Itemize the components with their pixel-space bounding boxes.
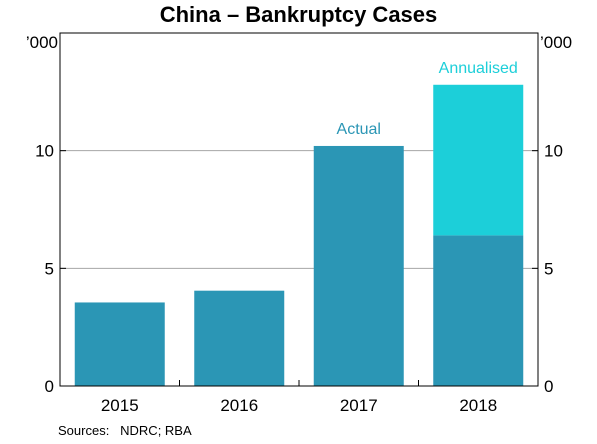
y-unit-left: ’000 — [26, 33, 58, 52]
y-tick-label-right: 5 — [544, 259, 553, 278]
y-tick-label-left: 5 — [45, 259, 54, 278]
annotation-label: Annualised — [439, 60, 518, 77]
y-tick-label-right: 10 — [544, 142, 563, 161]
y-unit-right: ’000 — [540, 33, 572, 52]
bar — [433, 84, 524, 236]
y-tick-label-right: 0 — [544, 377, 553, 396]
x-tick-label: 2015 — [101, 396, 139, 415]
bar — [313, 145, 404, 386]
source-note: Sources: NDRC; RBA — [58, 423, 192, 438]
x-tick-label: 2016 — [220, 396, 258, 415]
bar — [433, 235, 524, 386]
y-tick-label-left: 10 — [35, 142, 54, 161]
x-tick-label: 2018 — [459, 396, 497, 415]
chart-title: China – Bankruptcy Cases — [159, 2, 438, 27]
bar — [74, 302, 165, 386]
annotation-label: Actual — [337, 121, 381, 138]
y-tick-label-left: 0 — [45, 377, 54, 396]
bar — [194, 290, 285, 386]
x-tick-label: 2017 — [340, 396, 378, 415]
